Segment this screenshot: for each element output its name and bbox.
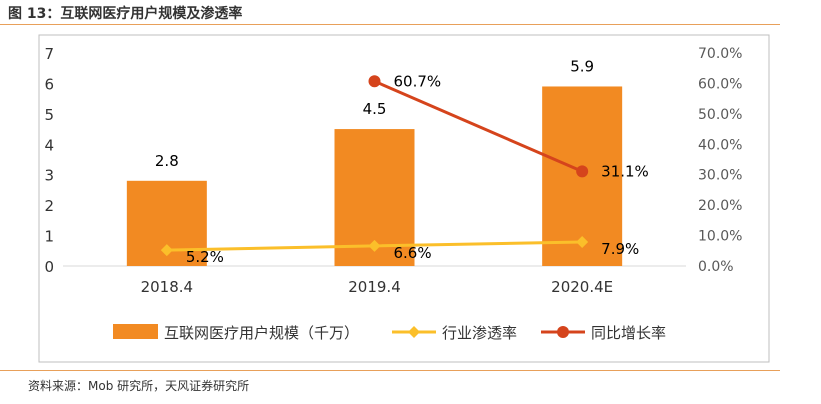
right-tick-label: 50.0% [698,107,742,123]
x-axis: 2018.4 2019.4 2020.4E [141,278,614,296]
legend-label: 同比增长率 [591,324,666,342]
right-tick-label: 30.0% [698,168,742,184]
point-value-label: 7.9% [601,240,639,258]
legend-swatch-marker [408,326,420,338]
right-axis: 0.0% 10.0% 20.0% 30.0% 40.0% 50.0% 60.0% 70.0% [698,46,742,275]
bar-value-label: 2.8 [155,152,179,170]
figure-title: 图 13：互联网医疗用户规模及渗透率 [8,6,243,22]
source-rule [0,370,780,371]
right-tick-label: 40.0% [698,137,742,153]
point [576,165,589,178]
point [160,244,173,257]
left-tick-label: 1 [44,228,54,246]
left-tick-label: 7 [44,45,54,63]
left-tick-label: 2 [44,197,54,215]
right-tick-label: 0.0% [698,259,734,275]
title-rule [0,24,780,25]
point-value-label: 31.1% [601,162,649,180]
left-tick-label: 5 [44,106,54,124]
point [576,235,589,248]
x-tick-label: 2020.4E [551,278,613,296]
left-tick-label: 3 [44,167,54,185]
legend-label: 互联网医疗用户规模（千万） [164,324,359,342]
legend-swatch-bar [113,324,158,339]
right-tick-label: 60.0% [698,76,742,92]
right-tick-label: 10.0% [698,229,742,245]
bar-value-label: 4.5 [363,100,387,118]
right-tick-label: 20.0% [698,198,742,214]
x-tick-label: 2019.4 [348,278,401,296]
x-tick-label: 2018.4 [141,278,194,296]
source-note: 资料来源：Mob 研究所，天风证券研究所 [28,379,250,393]
left-tick-label: 6 [44,75,54,93]
point-value-label: 5.2% [186,248,224,266]
point-value-label: 60.7% [394,72,442,90]
left-axis: 0 1 2 3 4 5 6 7 [44,45,54,276]
bar-series: 2.8 4.5 5.9 [126,57,623,266]
left-tick-label: 4 [44,136,54,154]
legend: 互联网医疗用户规模（千万） 行业渗透率 同比增长率 [113,324,666,342]
line-series: 5.2% 6.6% 7.9% 60.7% 31.1% [160,72,649,266]
bar-value-label: 5.9 [570,57,594,75]
legend-swatch-marker [557,326,569,338]
point-value-label: 6.6% [394,244,432,262]
right-tick-label: 70.0% [698,46,742,62]
series-line [373,79,583,173]
left-tick-label: 0 [44,258,54,276]
legend-label: 行业渗透率 [442,324,517,342]
point [368,75,381,88]
point [368,239,381,252]
